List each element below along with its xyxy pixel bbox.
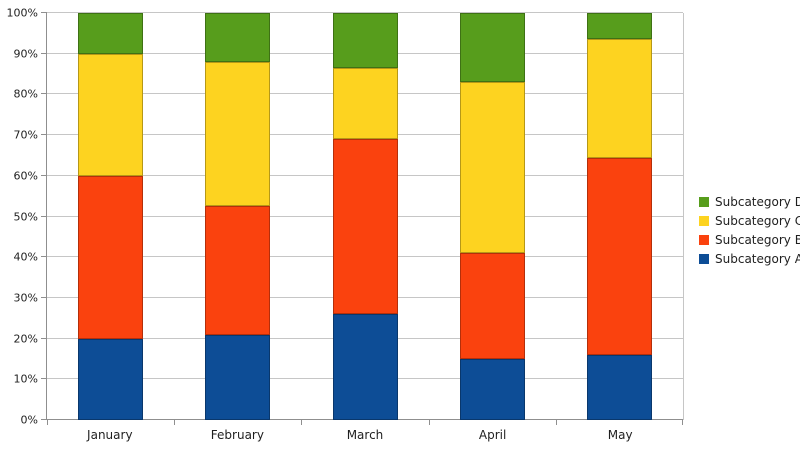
legend-item-subcategory-d: Subcategory D — [699, 192, 800, 211]
gridline-100 — [47, 12, 683, 13]
y-axis-label-60: 60% — [13, 169, 38, 183]
bar-april — [459, 13, 525, 420]
category-slot-january — [47, 13, 174, 420]
x-axis-label-april: April — [478, 428, 507, 442]
bar-segment-april-subcategory-c — [459, 82, 525, 254]
y-axis-labels: 0% 10% 20% 30% 40% 50% 60% 70% 80% 90% 100% — [0, 7, 40, 427]
y-axis-label-80: 80% — [13, 87, 38, 101]
plot-area — [41, 12, 684, 425]
bar-segment-february-subcategory-c — [205, 61, 271, 207]
x-axis-label-february: February — [210, 428, 264, 442]
bar-january — [78, 13, 144, 420]
legend-label-subcategory-d: Subcategory D — [715, 194, 800, 209]
y-tick-70 — [41, 134, 47, 136]
x-axis-label-may: May — [607, 428, 633, 442]
y-axis-label-70: 70% — [13, 128, 38, 142]
x-tick-4 — [555, 420, 557, 425]
bar-segment-march-subcategory-b — [332, 139, 398, 315]
bar-segment-january-subcategory-c — [78, 53, 144, 176]
bar-segment-january-subcategory-a — [78, 338, 144, 420]
bar-segment-april-subcategory-a — [459, 358, 525, 420]
y-tick-80 — [41, 93, 47, 95]
x-tick-1 — [174, 420, 176, 425]
y-axis-label-30: 30% — [13, 291, 38, 305]
y-tick-60 — [41, 174, 47, 176]
bar-segment-may-subcategory-c — [586, 39, 652, 158]
bar-segment-march-subcategory-d — [332, 13, 398, 68]
y-axis-label-100: 100% — [6, 6, 38, 20]
legend-item-subcategory-b: Subcategory B — [699, 230, 800, 249]
bar-segment-march-subcategory-c — [332, 67, 398, 140]
x-tick-2 — [301, 420, 303, 425]
legend-swatch-subcategory-c — [699, 215, 709, 226]
legend-swatch-subcategory-d — [699, 196, 709, 207]
legend-item-subcategory-a: Subcategory A — [699, 249, 800, 268]
bar-march — [332, 13, 398, 420]
bar-segment-february-subcategory-a — [205, 334, 271, 420]
y-axis-label-40: 40% — [13, 250, 38, 264]
y-tick-20 — [41, 337, 47, 339]
legend-label-subcategory-a: Subcategory A — [715, 251, 800, 266]
y-tick-10 — [41, 378, 47, 380]
x-tick-0 — [47, 420, 48, 425]
bar-segment-january-subcategory-d — [78, 13, 144, 54]
category-slot-february — [174, 13, 301, 420]
bar-segment-april-subcategory-d — [459, 13, 525, 83]
category-slot-april — [429, 13, 556, 420]
bar-segment-january-subcategory-b — [78, 175, 144, 339]
legend-swatch-subcategory-a — [699, 253, 709, 264]
bar-segment-march-subcategory-a — [332, 314, 398, 420]
legend-label-subcategory-c: Subcategory C — [715, 213, 800, 228]
y-axis-label-0: 0% — [20, 413, 38, 427]
bar-segment-february-subcategory-b — [205, 206, 271, 335]
y-axis-label-10: 10% — [13, 372, 38, 386]
category-slot-march — [301, 13, 428, 420]
bar-segment-may-subcategory-a — [586, 354, 652, 420]
x-tick-3 — [428, 420, 430, 425]
bar-may — [586, 13, 652, 420]
legend: Subcategory D Subcategory C Subcategory B S… — [699, 192, 800, 268]
x-tick-5 — [682, 420, 683, 425]
y-tick-100 — [41, 12, 47, 13]
y-tick-90 — [41, 52, 47, 54]
y-tick-50 — [41, 215, 47, 217]
bar-segment-may-subcategory-d — [586, 13, 652, 40]
x-axis-labels: January February March April May — [46, 428, 684, 444]
bar-segment-april-subcategory-b — [459, 253, 525, 359]
category-slot-may — [556, 13, 683, 420]
legend-item-subcategory-c: Subcategory C — [699, 211, 800, 230]
y-tick-40 — [41, 256, 47, 258]
legend-swatch-subcategory-b — [699, 234, 709, 245]
y-tick-0 — [41, 419, 47, 420]
x-axis-label-january: January — [87, 428, 133, 442]
y-axis-label-20: 20% — [13, 332, 38, 346]
bars-container — [47, 13, 683, 420]
x-axis-label-march: March — [346, 428, 384, 442]
y-axis-label-50: 50% — [13, 210, 38, 223]
bar-segment-february-subcategory-d — [205, 13, 271, 62]
y-axis-label-90: 90% — [13, 47, 38, 61]
bar-february — [205, 13, 271, 420]
y-tick-30 — [41, 296, 47, 298]
legend-label-subcategory-b: Subcategory B — [715, 232, 800, 247]
bar-segment-may-subcategory-b — [586, 157, 652, 355]
